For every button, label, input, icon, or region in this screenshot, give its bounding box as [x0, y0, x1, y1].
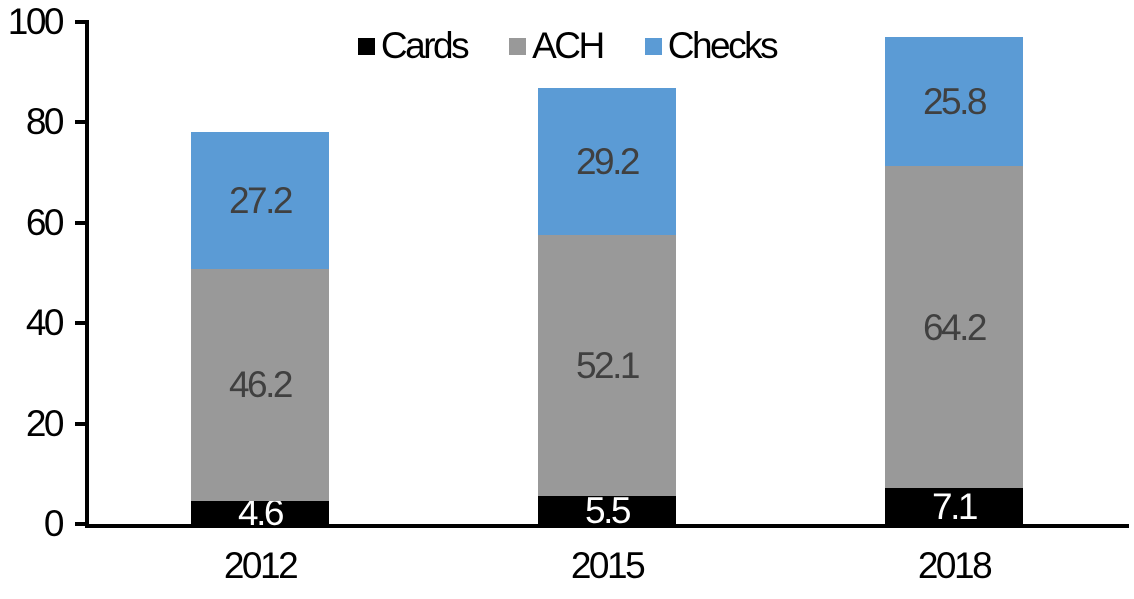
legend-swatch-icon — [509, 37, 527, 55]
bar-segment-checks: 29.2 — [538, 88, 676, 235]
x-category-label: 2018 — [917, 545, 993, 586]
y-tick-label: 20 — [25, 402, 65, 444]
bar-segment-label: 27.2 — [228, 180, 294, 222]
y-tick — [75, 220, 86, 225]
y-tick-label: 40 — [25, 302, 65, 344]
bar-segment-label: 46.2 — [228, 364, 294, 406]
y-tick-label: 100 — [7, 1, 65, 42]
legend-swatch-icon — [357, 37, 375, 55]
bar-segment-label: 7.1 — [932, 485, 978, 527]
y-tick-label: 80 — [25, 101, 65, 143]
bar-segment-ach: 64.2 — [885, 166, 1023, 489]
bar-2018: 7.1 64.2 25.8 — [885, 0, 1023, 527]
bar-segment-checks: 27.2 — [191, 132, 329, 269]
y-tick — [75, 421, 86, 426]
bar-segment-label: 29.2 — [575, 141, 641, 183]
y-tick-label: 60 — [25, 201, 65, 243]
x-category-label: 2012 — [223, 545, 299, 586]
legend-label: Checks — [667, 25, 779, 66]
legend-item-cards: Cards — [357, 25, 470, 66]
bar-segment-checks: 25.8 — [885, 36, 1023, 167]
bar-segment-ach: 52.1 — [538, 234, 676, 497]
legend-item-checks: Checks — [644, 25, 779, 66]
bar-segment-cards: 7.1 — [885, 485, 1023, 527]
bar-segment-label: 5.5 — [585, 489, 631, 531]
y-axis-line — [85, 20, 89, 528]
x-category-label: 2015 — [570, 545, 646, 586]
y-tick — [75, 120, 86, 125]
x-axis-line — [85, 524, 1129, 528]
chart-legend: Cards ACH Checks — [0, 26, 1134, 66]
y-tick — [75, 321, 86, 326]
bar-2015: 5.5 52.1 29.2 — [538, 0, 676, 529]
legend-item-ach: ACH — [509, 25, 605, 66]
legend-swatch-icon — [644, 37, 662, 55]
bar-segment-cards: 4.6 — [191, 494, 329, 531]
bar-segment-ach: 46.2 — [191, 268, 329, 501]
y-tick — [75, 20, 86, 24]
legend-label: Cards — [380, 25, 470, 66]
y-tick — [75, 522, 86, 526]
y-tick-label: 0 — [43, 503, 65, 544]
legend-label: ACH — [532, 25, 605, 66]
bar-segment-label: 52.1 — [575, 345, 641, 387]
bar-segment-label: 25.8 — [922, 80, 988, 122]
bar-2012: 4.6 46.2 27.2 — [191, 0, 329, 531]
bar-segment-cards: 5.5 — [538, 492, 676, 529]
bar-segment-label: 64.2 — [922, 306, 988, 348]
